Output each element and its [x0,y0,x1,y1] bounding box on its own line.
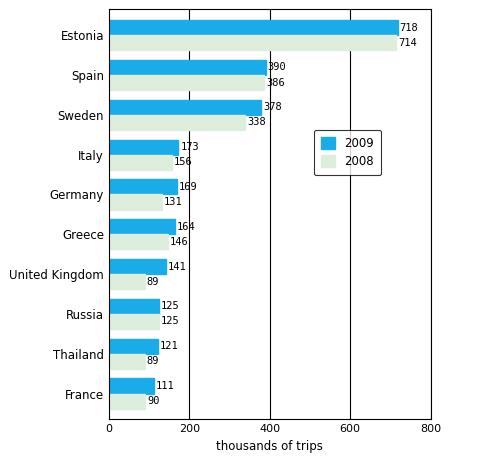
Text: 378: 378 [263,102,282,112]
Bar [109,60,266,75]
Bar [109,194,161,210]
Text: 121: 121 [159,341,178,351]
Bar [109,35,396,50]
Text: 169: 169 [179,182,198,192]
Bar [109,219,175,234]
Text: 173: 173 [181,142,199,152]
Text: 390: 390 [268,62,287,72]
Text: 386: 386 [266,77,285,88]
Bar [109,299,159,314]
Bar [109,234,168,249]
Legend: 2009, 2008: 2009, 2008 [314,130,381,175]
Bar [109,378,153,393]
Text: 131: 131 [164,197,182,207]
X-axis label: thousands of trips: thousands of trips [216,440,323,453]
Text: 164: 164 [177,222,196,232]
Text: 156: 156 [174,157,193,167]
Text: 141: 141 [168,261,187,272]
Bar [109,100,261,115]
Bar [109,339,157,354]
Bar [109,274,145,289]
Text: 125: 125 [161,316,180,327]
Bar [109,259,166,274]
Bar [109,115,245,130]
Bar [109,179,177,194]
Bar [109,354,145,369]
Text: 90: 90 [147,396,159,406]
Bar [109,20,397,35]
Text: 338: 338 [247,117,266,127]
Text: 111: 111 [155,381,174,391]
Text: 125: 125 [161,302,180,311]
Bar [109,314,159,329]
Bar [109,139,179,155]
Bar [109,155,172,170]
Text: 714: 714 [398,38,417,48]
Bar [109,393,145,409]
Text: 89: 89 [147,277,159,287]
Bar [109,75,264,90]
Text: 718: 718 [399,23,418,33]
Text: 146: 146 [170,237,189,247]
Text: 89: 89 [147,356,159,366]
